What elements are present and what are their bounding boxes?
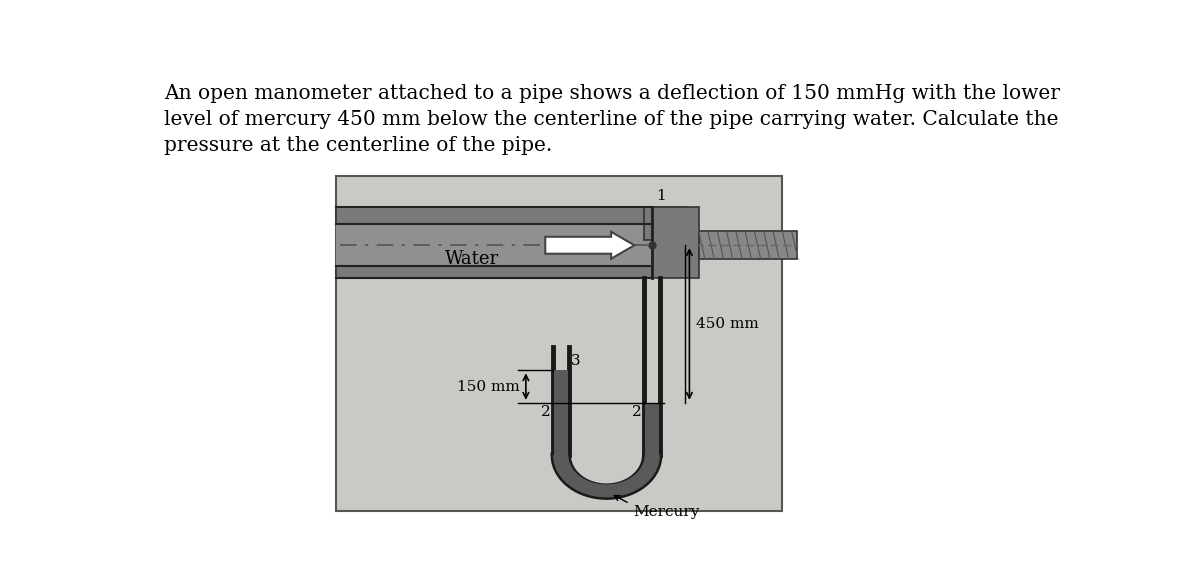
Polygon shape [553,455,660,498]
Text: An open manometer attached to a pipe shows a deflection of 150 mmHg with the low: An open manometer attached to a pipe sho… [164,84,1060,103]
Bar [553,370,568,455]
Text: 450 mm: 450 mm [696,317,758,331]
Text: 2: 2 [541,405,551,419]
Text: 150 mm: 150 mm [457,380,520,394]
Bar [653,207,698,278]
Text: pressure at the centerline of the pipe.: pressure at the centerline of the pipe. [164,136,552,155]
Text: Water: Water [444,250,499,268]
Bar [644,207,688,240]
Text: Mercury: Mercury [634,505,700,519]
Bar [336,224,653,266]
Bar [336,207,653,224]
Bar [336,266,653,278]
Bar [336,176,781,510]
FancyArrow shape [545,232,635,259]
Bar [698,231,797,259]
Text: 1: 1 [656,189,666,203]
Text: 2: 2 [632,405,642,419]
Text: level of mercury 450 mm below the centerline of the pipe carrying water. Calcula: level of mercury 450 mm below the center… [164,110,1058,129]
Bar [646,403,659,455]
Polygon shape [553,455,659,496]
Text: 3: 3 [571,354,581,368]
